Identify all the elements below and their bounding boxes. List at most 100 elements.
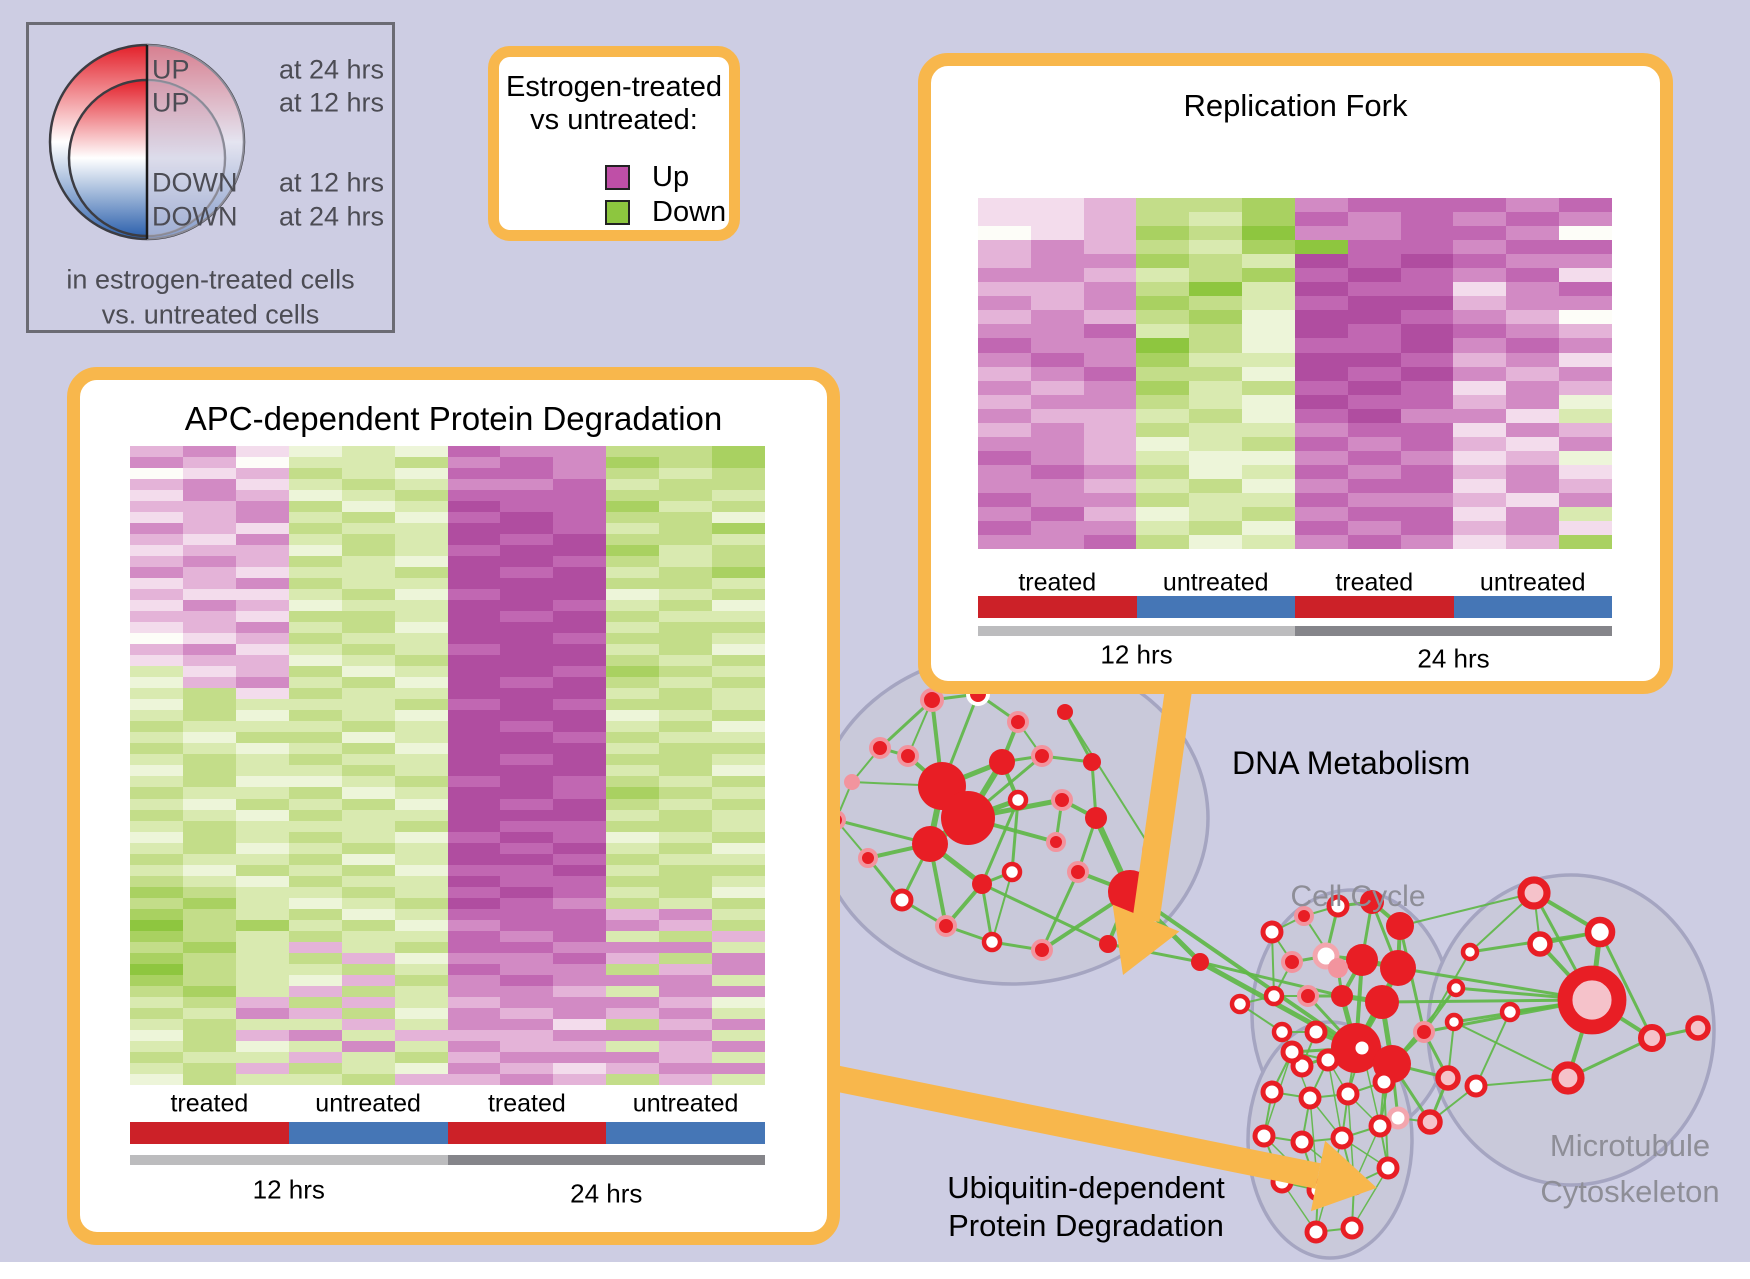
heatmap-cell xyxy=(341,897,395,909)
heatmap-cell xyxy=(288,842,342,854)
heatmap-cell xyxy=(1506,240,1560,255)
heatmap-cell xyxy=(978,310,1031,325)
heatmap-cell xyxy=(500,754,554,766)
heatmap-cell xyxy=(1453,521,1507,536)
heatmap-cell xyxy=(1347,535,1401,550)
heatmap-cell xyxy=(1189,338,1243,353)
heatmap-cell xyxy=(500,512,554,524)
heatmap-row xyxy=(978,268,1612,283)
heatmap-cell xyxy=(553,468,607,480)
heatmap-cell xyxy=(288,1062,342,1074)
heatmap-cell xyxy=(500,501,554,513)
heatmap-cell xyxy=(394,1018,448,1030)
heatmap-cell xyxy=(1083,492,1137,508)
heatmap-row xyxy=(978,380,1612,395)
network-node xyxy=(1316,1048,1340,1072)
heatmap-row xyxy=(978,310,1612,325)
heatmap-cell xyxy=(712,776,766,788)
heatmap-row xyxy=(130,1018,766,1030)
heatmap-cell xyxy=(235,710,289,722)
heatmap-cell xyxy=(712,567,766,579)
heatmap-cell xyxy=(1506,535,1560,550)
heatmap-cell xyxy=(341,655,395,667)
heatmap-cell xyxy=(341,952,395,964)
heatmap-cell xyxy=(1083,254,1137,269)
heatmap-cell xyxy=(394,457,448,469)
heatmap-row xyxy=(130,545,766,557)
heatmap-cell xyxy=(1506,380,1560,395)
heatmap-cell xyxy=(341,1073,395,1085)
heatmap-cell xyxy=(1294,338,1348,353)
heatmap-row xyxy=(130,556,766,568)
heatmap-cell xyxy=(1400,282,1454,297)
heatmap-cell xyxy=(394,545,448,557)
network-node xyxy=(1330,1126,1354,1150)
heatmap-cell xyxy=(447,1051,501,1063)
heatmap-cell xyxy=(1347,436,1401,451)
heatmap-cell xyxy=(235,534,289,546)
heatmap-cell xyxy=(394,710,448,722)
heatmap-cell xyxy=(130,523,183,535)
heatmap-cell xyxy=(1136,338,1190,353)
untreated-bar xyxy=(1136,596,1295,618)
heatmap-cell xyxy=(288,622,342,634)
heatmap-cell xyxy=(500,974,554,986)
heatmap-cell xyxy=(130,732,183,744)
heatmap-cell xyxy=(130,556,183,568)
heatmap-cell xyxy=(1294,198,1348,213)
heatmap-cell xyxy=(182,765,236,777)
heatmap-cell xyxy=(394,919,448,931)
heatmap-cell xyxy=(130,996,183,1008)
heatmap-cell xyxy=(712,754,766,766)
heatmap-cell xyxy=(1453,464,1507,479)
heatmap-cell xyxy=(447,446,501,458)
heatmap-cell xyxy=(553,732,607,744)
heatmap-cell xyxy=(606,655,660,667)
heatmap-cell xyxy=(288,446,342,458)
heatmap-cell xyxy=(235,633,289,645)
heatmap-cell xyxy=(553,710,607,722)
heatmap-cell xyxy=(235,974,289,986)
heatmap-cell xyxy=(130,754,183,766)
heatmap-cell xyxy=(659,743,713,755)
heatmap-cell xyxy=(1347,338,1401,353)
heatmap-cell xyxy=(1136,310,1190,325)
network-edge xyxy=(1327,1059,1343,1139)
heatmap-cell xyxy=(447,1018,501,1030)
network-node xyxy=(1294,906,1314,926)
heatmap-row xyxy=(130,446,766,458)
untreated-bar xyxy=(606,1122,765,1144)
heatmap-cell xyxy=(1083,282,1137,297)
network-node xyxy=(1551,1061,1585,1095)
heatmap-cell xyxy=(235,611,289,623)
untreated-bar xyxy=(288,1122,448,1144)
heatmap-cell xyxy=(447,930,501,942)
heatmap-cell xyxy=(1294,352,1348,367)
network-node xyxy=(897,745,919,767)
heatmap-cell xyxy=(1347,366,1401,381)
heatmap-cell xyxy=(1030,507,1084,522)
heatmap-cell xyxy=(606,886,660,898)
heatmap-cell xyxy=(1189,282,1243,297)
heatmap-cell xyxy=(341,974,395,986)
heatmap-cell xyxy=(606,567,660,579)
heatmap-cell xyxy=(1400,521,1454,536)
heatmap-cell xyxy=(659,798,713,810)
heatmap-cell xyxy=(606,1051,660,1063)
heatmap-cell xyxy=(500,666,554,678)
heatmap-cell xyxy=(288,985,342,997)
heatmap-cell xyxy=(606,501,660,513)
heatmap-cell xyxy=(394,776,448,788)
heatmap-cell xyxy=(659,919,713,931)
heatmap-cell xyxy=(659,512,713,524)
heatmap-cell xyxy=(978,478,1031,493)
heatmap-cell xyxy=(341,589,395,601)
heatmap-cell xyxy=(500,798,554,810)
heatmap-cell xyxy=(1559,352,1612,367)
estrogen-legend-title-line1: Estrogen-treated xyxy=(505,71,722,103)
heatmap-cell xyxy=(553,490,607,502)
heatmap-cell xyxy=(341,1007,395,1019)
heatmap-cell xyxy=(182,1018,236,1030)
network-node xyxy=(1464,1074,1488,1098)
heatmap-cell xyxy=(1189,310,1243,325)
